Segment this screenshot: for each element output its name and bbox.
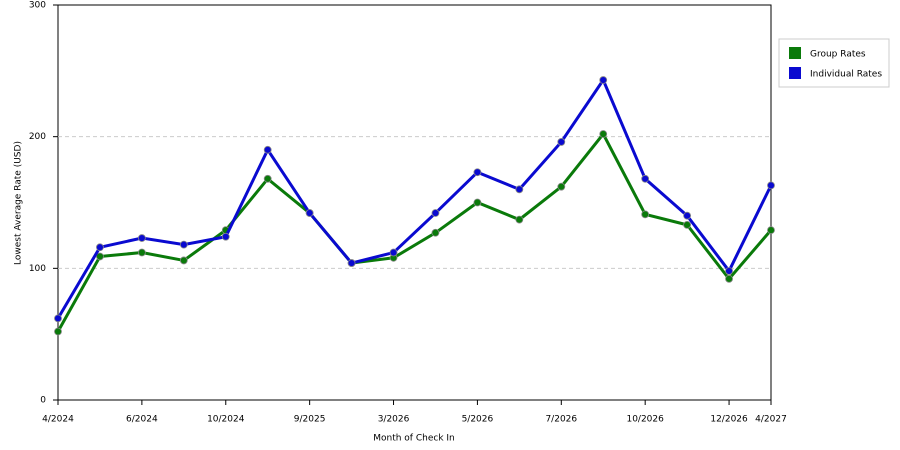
x-tick-label: 10/2026 bbox=[626, 415, 664, 425]
point bbox=[54, 327, 62, 336]
point bbox=[431, 209, 440, 217]
point bbox=[599, 76, 608, 84]
x-tick-label: 9/2025 bbox=[294, 415, 326, 425]
legend-label: Individual Rates bbox=[810, 70, 882, 80]
point bbox=[221, 232, 230, 241]
point bbox=[683, 220, 692, 229]
point bbox=[683, 211, 692, 220]
point bbox=[389, 248, 398, 257]
point bbox=[767, 181, 775, 190]
point bbox=[263, 174, 272, 183]
point bbox=[557, 138, 566, 146]
point bbox=[515, 185, 524, 194]
x-tick-label: 5/2026 bbox=[462, 415, 494, 425]
point bbox=[96, 243, 104, 252]
x-tick-label: 4/2024 bbox=[42, 415, 74, 425]
y-axis-label: Lowest Average Rate (USD) bbox=[14, 141, 24, 265]
point bbox=[137, 234, 146, 242]
point bbox=[179, 256, 188, 265]
point bbox=[96, 252, 104, 261]
legend-swatch bbox=[789, 67, 801, 79]
point bbox=[557, 182, 566, 191]
point bbox=[347, 259, 356, 267]
point bbox=[599, 130, 608, 138]
x-tick-label: 12/2026 bbox=[710, 415, 748, 425]
y-tick-label: 0 bbox=[40, 396, 46, 406]
x-tick-label: 7/2026 bbox=[545, 415, 577, 425]
point bbox=[54, 314, 62, 323]
plot-frame bbox=[57, 4, 772, 401]
point bbox=[305, 209, 314, 217]
point bbox=[473, 168, 482, 177]
legend-swatch bbox=[789, 47, 801, 59]
x-tick-label: 3/2026 bbox=[378, 415, 410, 425]
legend bbox=[778, 38, 890, 88]
x-axis-label: Month of Check In bbox=[373, 434, 455, 444]
x-tick-label: 6/2024 bbox=[126, 415, 158, 425]
series-line bbox=[56, 76, 773, 320]
x-tick-label: 10/2024 bbox=[207, 415, 245, 425]
x-tick-label: 4/2027 bbox=[755, 415, 787, 425]
point bbox=[641, 174, 650, 183]
series-line bbox=[56, 131, 773, 333]
y-tick-label: 200 bbox=[29, 132, 46, 142]
point bbox=[515, 215, 524, 224]
point bbox=[767, 226, 775, 235]
point bbox=[137, 248, 146, 257]
point bbox=[431, 228, 440, 237]
point bbox=[263, 145, 272, 154]
point bbox=[473, 198, 482, 207]
point bbox=[179, 240, 188, 249]
point bbox=[641, 210, 650, 219]
y-tick-label: 300 bbox=[29, 1, 46, 11]
point bbox=[725, 267, 733, 275]
point bbox=[725, 274, 733, 283]
legend-label: Group Rates bbox=[810, 50, 866, 60]
y-tick-label: 100 bbox=[29, 264, 46, 274]
